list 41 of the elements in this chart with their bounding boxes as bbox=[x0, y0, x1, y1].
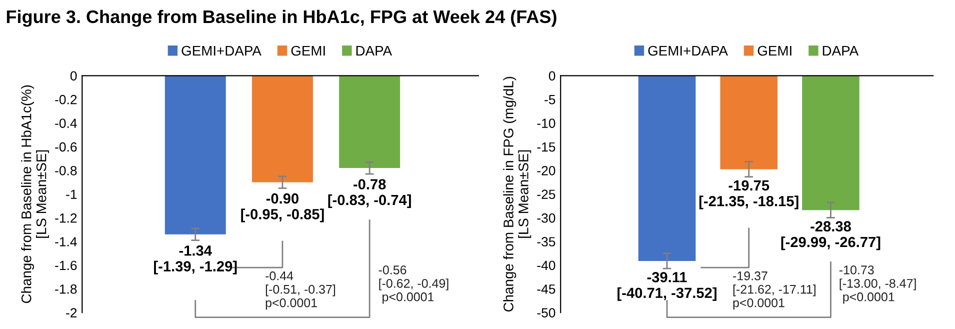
y-tick-label: -2 bbox=[66, 308, 77, 318]
y-tick-label: -15 bbox=[537, 142, 556, 152]
y-axis-title: Change from Baseline in FPG (mg/dL) [LS Mean±SE] bbox=[503, 76, 532, 312]
data-label: -1.34 [-1.39, -1.29] bbox=[154, 245, 237, 274]
y-tick-label: -0.4 bbox=[55, 118, 77, 128]
chart-title: Figure 3. Change from Baseline in HbA1c, FPG at Week 24 (FAS) bbox=[6, 10, 556, 27]
y-axis-title: Change from Baseline in HbA1c(%) [LS Mean±SE] bbox=[21, 85, 49, 304]
y-tick-label: -45 bbox=[537, 284, 556, 294]
y-tick-label: -10 bbox=[537, 118, 556, 128]
data-label: -39.11 [-40.71, -37.52] bbox=[618, 272, 716, 301]
y-tick-label: -1.8 bbox=[55, 284, 77, 294]
data-label: -28.38 [-29.99, -26.77] bbox=[781, 221, 880, 250]
y-tick-label: -0.6 bbox=[55, 142, 77, 152]
y-tick-label: -35 bbox=[537, 237, 556, 246]
annotation: -19.37 [-21.62, -17.11] p<0.0001 bbox=[733, 271, 816, 310]
annotation: -0.44 [-0.51, -0.37] p<0.0001 bbox=[266, 271, 336, 310]
y-tick-label: -1.2 bbox=[55, 213, 77, 223]
annotation: -0.56 [-0.62, -0.49] p<0.0001 bbox=[378, 266, 448, 304]
annotation: -10.73 [-13.00, -8.47] p<0.0001 bbox=[839, 266, 916, 304]
data-label: -0.90 [-0.95, -0.85] bbox=[241, 193, 324, 222]
y-tick-label: -0.8 bbox=[55, 166, 77, 176]
y-tick-label: -1.6 bbox=[55, 260, 77, 270]
y-tick-label: -1 bbox=[66, 190, 77, 199]
legend-label: DAPA bbox=[822, 46, 859, 56]
y-tick-label: -30 bbox=[537, 213, 556, 223]
y-tick-label: -5 bbox=[544, 95, 556, 104]
y-tick-label: 0 bbox=[70, 71, 77, 81]
y-tick-label: -1.4 bbox=[55, 237, 77, 246]
legend-label: DAPA bbox=[356, 46, 392, 56]
y-tick-label: -50 bbox=[537, 308, 556, 318]
legend-label: GEMI+DAPA bbox=[648, 46, 728, 56]
legend-label: GEMI+DAPA bbox=[182, 46, 262, 56]
legend-label: GEMI bbox=[291, 46, 325, 56]
y-tick-label: -25 bbox=[537, 190, 556, 200]
data-label: -0.78 [-0.83, -0.74] bbox=[328, 179, 411, 208]
y-tick-label: -0.2 bbox=[55, 94, 77, 104]
y-tick-label: -40 bbox=[537, 260, 556, 270]
legend-label: GEMI bbox=[758, 46, 792, 56]
data-label: -19.75 [-21.35, -18.15] bbox=[699, 180, 798, 210]
y-tick-label: -20 bbox=[537, 166, 556, 176]
y-tick-label: 0 bbox=[548, 71, 556, 81]
